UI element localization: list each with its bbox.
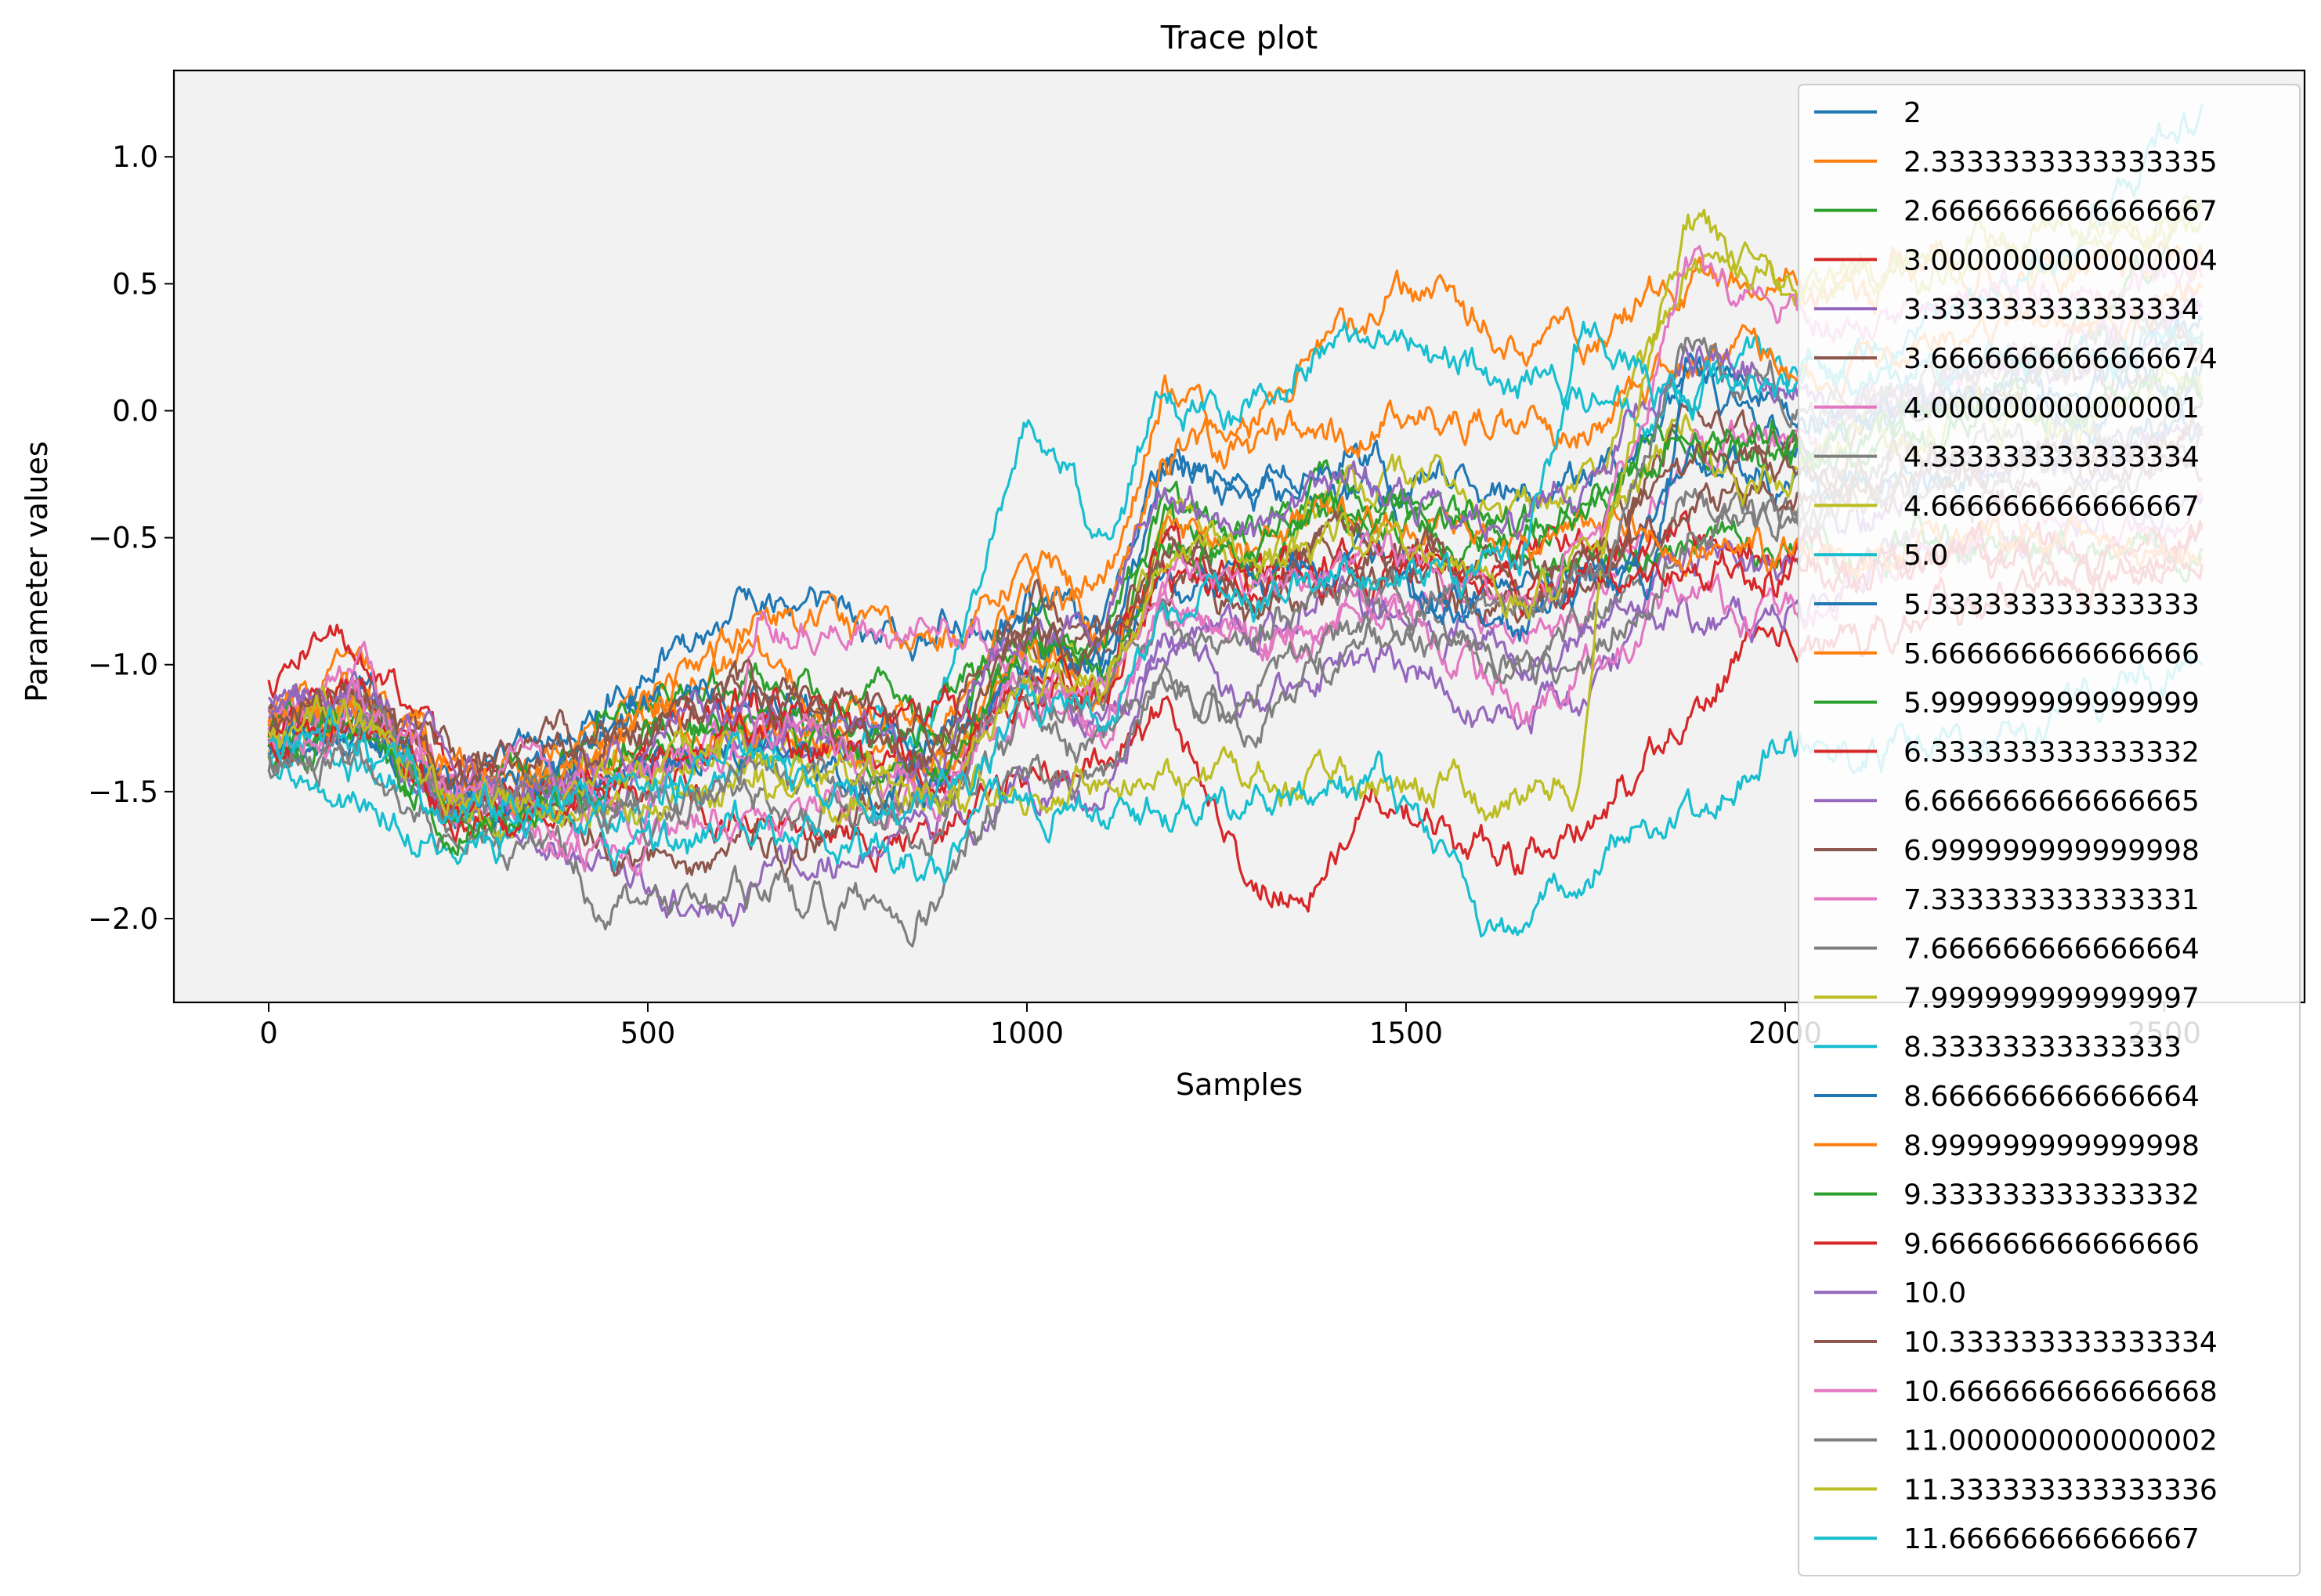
y-tick-label: 0.0 [112,394,158,428]
legend-label: 2.6666666666666667 [1903,196,2218,228]
legend-label: 4.333333333333334 [1903,442,2200,474]
y-tick-label: −0.5 [88,522,158,555]
legend-label: 9.666666666666666 [1903,1228,2200,1260]
legend-label: 9.333333333333332 [1903,1179,2200,1211]
legend-label: 2 [1903,97,1922,129]
x-tick-label: 0 [259,1016,278,1050]
legend-label: 2.3333333333333335 [1903,146,2218,179]
legend-label: 5.999999999999999 [1903,688,2200,720]
legend-label: 10.666666666666668 [1903,1376,2218,1408]
legend-label: 8.666666666666664 [1903,1081,2200,1113]
legend-box [1798,84,2301,1576]
legend-label: 3.6666666666666674 [1903,343,2218,375]
legend-label: 6.333333333333332 [1903,736,2200,768]
legend-label: 4.000000000000001 [1903,392,2200,424]
x-tick-label: 1000 [990,1016,1064,1050]
legend-label: 10.333333333333334 [1903,1327,2218,1359]
y-tick-label: −2.0 [88,902,158,936]
legend-label: 6.999999999999998 [1903,835,2200,867]
legend-label: 4.666666666666667 [1903,490,2200,522]
y-tick-label: 0.5 [112,267,158,301]
legend-label: 8.33333333333333 [1903,1031,2182,1063]
legend: 2 2.3333333333333335 2.6666666666666667 3.0… [1798,84,2301,1576]
legend-label: 10.0 [1903,1277,1966,1309]
legend-label: 8.999999999999998 [1903,1130,2200,1162]
plot-frame [172,69,2306,1004]
y-tick-label: −1.5 [88,775,158,809]
legend-label: 11.000000000000002 [1903,1425,2218,1457]
x-tick-label: 500 [620,1016,676,1050]
x-tick-label: 1500 [1369,1016,1443,1050]
x-axis-label: Samples [1176,1067,1303,1102]
legend-label: 5.666666666666666 [1903,638,2200,670]
y-axis-label: Parameter values [20,441,54,702]
legend-label: 11.333333333333336 [1903,1474,2218,1506]
legend-label: 7.333333333333331 [1903,884,2200,916]
y-axis: 1.0 0.5 0.0 −0.5 −1.0 −1.5 −2.0 [88,140,174,936]
y-tick-label: −1.0 [88,648,158,682]
y-tick-label: 1.0 [112,140,158,174]
legend-label: 11.66666666666667 [1903,1523,2200,1555]
legend-label: 7.999999999999997 [1903,982,2200,1014]
chart-title: Trace plot [1160,19,1318,56]
legend-label: 5.333333333333333 [1903,589,2200,621]
legend-label: 6.666666666666665 [1903,785,2200,818]
legend-label: 3.0000000000000004 [1903,244,2218,276]
legend-label: 3.333333333333334 [1903,294,2200,326]
legend-label: 7.666666666666664 [1903,933,2200,966]
legend-label: 5.0 [1903,540,1948,572]
